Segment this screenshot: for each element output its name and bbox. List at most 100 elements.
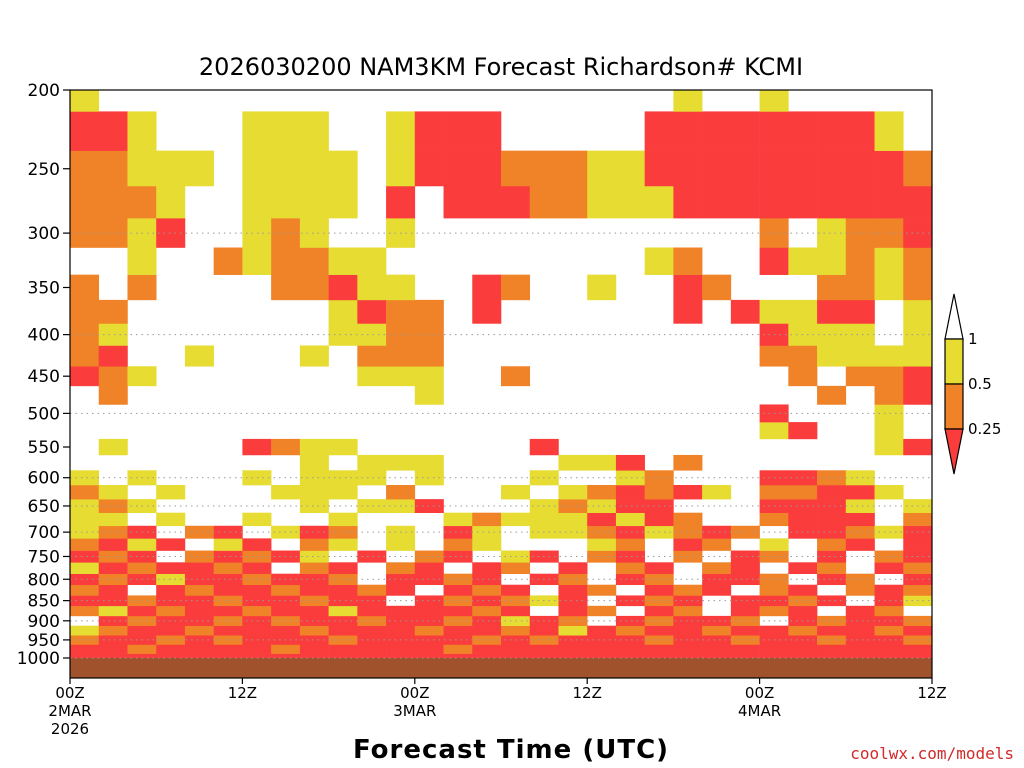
- ri-cell: [845, 218, 875, 248]
- ri-cell: [328, 625, 358, 636]
- ri-cell: [845, 653, 875, 659]
- ri-cell: [759, 584, 789, 596]
- ri-cell: [414, 366, 444, 387]
- ri-cell: [242, 595, 272, 607]
- ri-cell: [874, 635, 904, 645]
- ri-cell: [874, 366, 904, 387]
- ri-cell: [98, 499, 128, 513]
- ri-cell: [558, 150, 588, 187]
- ri-cell: [558, 499, 588, 513]
- ri-cell: [98, 111, 128, 151]
- ri-cell: [299, 635, 329, 645]
- ri-cell: [615, 653, 645, 659]
- ri-cell: [817, 595, 847, 607]
- ri-cell: [730, 299, 760, 324]
- ri-cell: [156, 150, 186, 187]
- ri-cell: [98, 550, 128, 563]
- ri-cell: [558, 185, 588, 219]
- ri-cell: [501, 562, 531, 574]
- ri-cell: [299, 454, 329, 471]
- ri-cell: [357, 345, 387, 367]
- ri-cell: [759, 150, 789, 187]
- y-tick-label: 900: [28, 612, 60, 632]
- ri-cell: [903, 366, 933, 387]
- ri-cell: [903, 625, 933, 636]
- ri-cell: [730, 625, 760, 636]
- y-axis: 200 250 300 350 400 450 500 550 600 650 700 750 8008…: [17, 81, 70, 669]
- ri-cell: [443, 644, 473, 654]
- ri-cell: [845, 111, 875, 151]
- ri-cell: [587, 635, 617, 645]
- ri-cell: [70, 323, 100, 346]
- ri-cell: [673, 299, 703, 324]
- ri-cell: [874, 274, 904, 301]
- ri-cell: [156, 562, 186, 574]
- ri-cell: [443, 584, 473, 596]
- ri-cell: [443, 595, 473, 607]
- ri-cell: [328, 247, 358, 275]
- ri-cell: [845, 573, 875, 586]
- ri-cell: [299, 584, 329, 596]
- ri-cell: [874, 111, 904, 151]
- ri-cell: [414, 562, 444, 574]
- ri-cell: [299, 111, 329, 151]
- ri-cell: [558, 653, 588, 659]
- ri-cell: [184, 635, 214, 645]
- y-tick-label: 550: [28, 438, 60, 458]
- ri-cell: [98, 625, 128, 636]
- ri-cell: [874, 550, 904, 563]
- ri-cell: [70, 185, 100, 219]
- ri-cell: [845, 366, 875, 387]
- ri-cell: [615, 573, 645, 586]
- ri-cell: [213, 573, 243, 586]
- ri-cell: [127, 111, 157, 151]
- ri-cell: [414, 385, 444, 405]
- ri-cell: [184, 605, 214, 617]
- ri-cell: [70, 111, 100, 151]
- ri-cell: [903, 299, 933, 324]
- legend-label: 0.25: [968, 420, 1001, 438]
- ri-cell: [472, 635, 502, 645]
- y-tick-label: 950: [28, 631, 60, 651]
- ri-cell: [414, 635, 444, 645]
- ri-cell: [673, 653, 703, 659]
- ri-cell: [903, 538, 933, 551]
- ri-cell: [213, 644, 243, 654]
- ri-cell: [386, 644, 416, 654]
- ri-cell: [788, 605, 818, 617]
- y-tick-label: 600: [28, 469, 60, 489]
- ri-cell: [501, 512, 531, 527]
- x-tick-label: 2026: [51, 720, 89, 738]
- ri-cell: [673, 635, 703, 645]
- ri-cell: [184, 345, 214, 367]
- ri-cell: [299, 218, 329, 248]
- ri-cell: [817, 538, 847, 551]
- ri-cell: [328, 538, 358, 551]
- ri-cell: [414, 605, 444, 617]
- ri-cell: [644, 625, 674, 636]
- legend-swatch: [944, 383, 964, 430]
- ri-cell: [759, 512, 789, 527]
- ri-cell: [817, 299, 847, 324]
- ri-cell: [386, 299, 416, 324]
- ri-cell: [587, 653, 617, 659]
- ri-cell: [213, 247, 243, 275]
- ri-cell: [127, 605, 157, 617]
- ri-cell: [357, 615, 387, 626]
- ri-cell: [127, 366, 157, 387]
- ri-cell: [615, 470, 645, 486]
- ri-cell: [98, 538, 128, 551]
- ri-cell: [587, 625, 617, 636]
- ri-cell: [443, 512, 473, 527]
- ri-cell: [558, 615, 588, 626]
- y-tick-label: 650: [28, 497, 60, 517]
- ri-cell: [730, 644, 760, 654]
- ri-cell: [702, 653, 732, 659]
- ri-cell: [702, 150, 732, 187]
- ri-cell: [673, 525, 703, 539]
- x-tick-label: 00Z: [55, 684, 84, 702]
- ri-cell: [817, 625, 847, 636]
- ri-cell: [845, 274, 875, 301]
- ri-cell: [357, 625, 387, 636]
